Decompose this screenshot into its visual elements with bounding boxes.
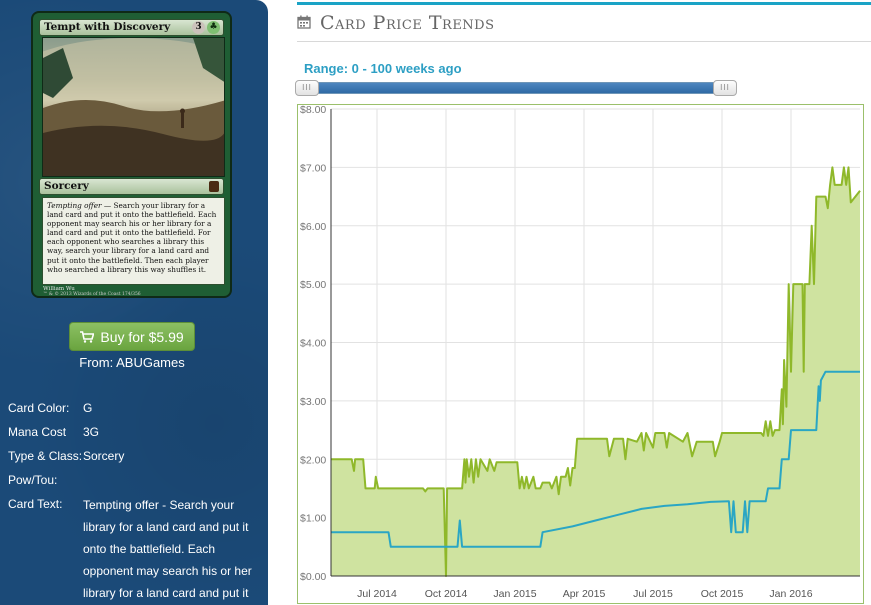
mana-green-icon: ♣ [207, 21, 220, 34]
card-type-bar: Sorcery [39, 178, 224, 195]
price-chart-svg: $0.00 $1.00 $2.00 $3.00 $4.00 $5.00 $6.00 $7.00… [300, 105, 861, 600]
series-0-line [331, 166, 861, 577]
info-value-type: Sorcery [83, 449, 125, 463]
range-slider[interactable]: III III [295, 80, 737, 96]
y-tick-label: $0.00 [300, 571, 326, 583]
title-divider [297, 41, 871, 42]
buy-source: From: ABUGames [79, 355, 185, 370]
card-rules-text: Tempting offer — Search your library for… [42, 197, 225, 285]
calendar-icon [297, 15, 311, 34]
card-detail-panel: Tempt with Discovery 3 ♣ Sorcer [0, 0, 268, 605]
y-tick-label: $7.00 [300, 162, 326, 174]
mana-generic-icon: 3 [192, 21, 205, 34]
set-symbol-icon [209, 181, 219, 192]
card-image[interactable]: Tempt with Discovery 3 ♣ Sorcer [31, 11, 232, 298]
card-copyright: ™ & © 2013 Wizards of the Coast 174/356 [43, 292, 141, 297]
x-tick-label: Jan 2016 [769, 588, 812, 600]
info-label-color: Card Color: [8, 401, 70, 415]
info-label-mana-cost: Mana Cost [8, 425, 67, 439]
x-tick-label: Oct 2015 [701, 588, 744, 600]
y-tick-label: $8.00 [300, 105, 326, 116]
shopping-cart-icon [80, 330, 95, 343]
card-art [42, 37, 225, 177]
info-label-type: Type & Class: [8, 449, 83, 463]
y-tick-label: $5.00 [300, 279, 326, 291]
y-tick-label: $4.00 [300, 338, 326, 350]
x-tick-label: Jan 2015 [493, 588, 536, 600]
section-title: Card Price Trends [320, 12, 495, 34]
series-0-area [331, 167, 860, 576]
y-tick-label: $3.00 [300, 396, 326, 408]
info-label-card-text: Card Text: [8, 497, 63, 511]
card-mana-cost: 3 ♣ [192, 21, 220, 34]
y-tick-label: $6.00 [300, 221, 326, 233]
info-label-pow-tou: Pow/Tou: [8, 473, 58, 487]
price-chart: $0.00 $1.00 $2.00 $3.00 $4.00 $5.00 $6.00 $7.00… [297, 104, 864, 604]
info-value-card-text: Tempting offer - Search your library for… [83, 498, 252, 600]
buy-button-label: Buy for $5.99 [100, 328, 184, 345]
x-tick-label: Jul 2014 [357, 588, 397, 600]
card-rules-keyword: Tempting offer [47, 201, 102, 210]
info-value-color: G [83, 401, 93, 415]
card-type-line: Sorcery [44, 180, 89, 192]
card-name: Tempt with Discovery [44, 21, 171, 33]
range-slider-end-handle[interactable]: III [713, 80, 737, 96]
range-slider-start-handle[interactable]: III [295, 80, 319, 96]
info-value-mana-cost: 3G [83, 425, 100, 439]
y-tick-label: $1.00 [300, 513, 326, 525]
series-1-line [331, 370, 860, 548]
x-tick-label: Apr 2015 [563, 588, 606, 600]
y-tick-label: $2.00 [300, 454, 326, 466]
x-tick-label: Jul 2015 [633, 588, 673, 600]
buy-button[interactable]: Buy for $5.99 [69, 322, 195, 351]
range-label: Range: 0 - 100 weeks ago [304, 61, 462, 76]
section-accent-line [297, 2, 871, 5]
card-art-landscape [43, 38, 224, 176]
x-tick-label: Oct 2014 [425, 588, 468, 600]
card-artist: William Wu [43, 286, 75, 292]
card-rules-body: — Search your library for a land card an… [47, 201, 217, 274]
card-name-bar: Tempt with Discovery 3 ♣ [39, 19, 224, 36]
